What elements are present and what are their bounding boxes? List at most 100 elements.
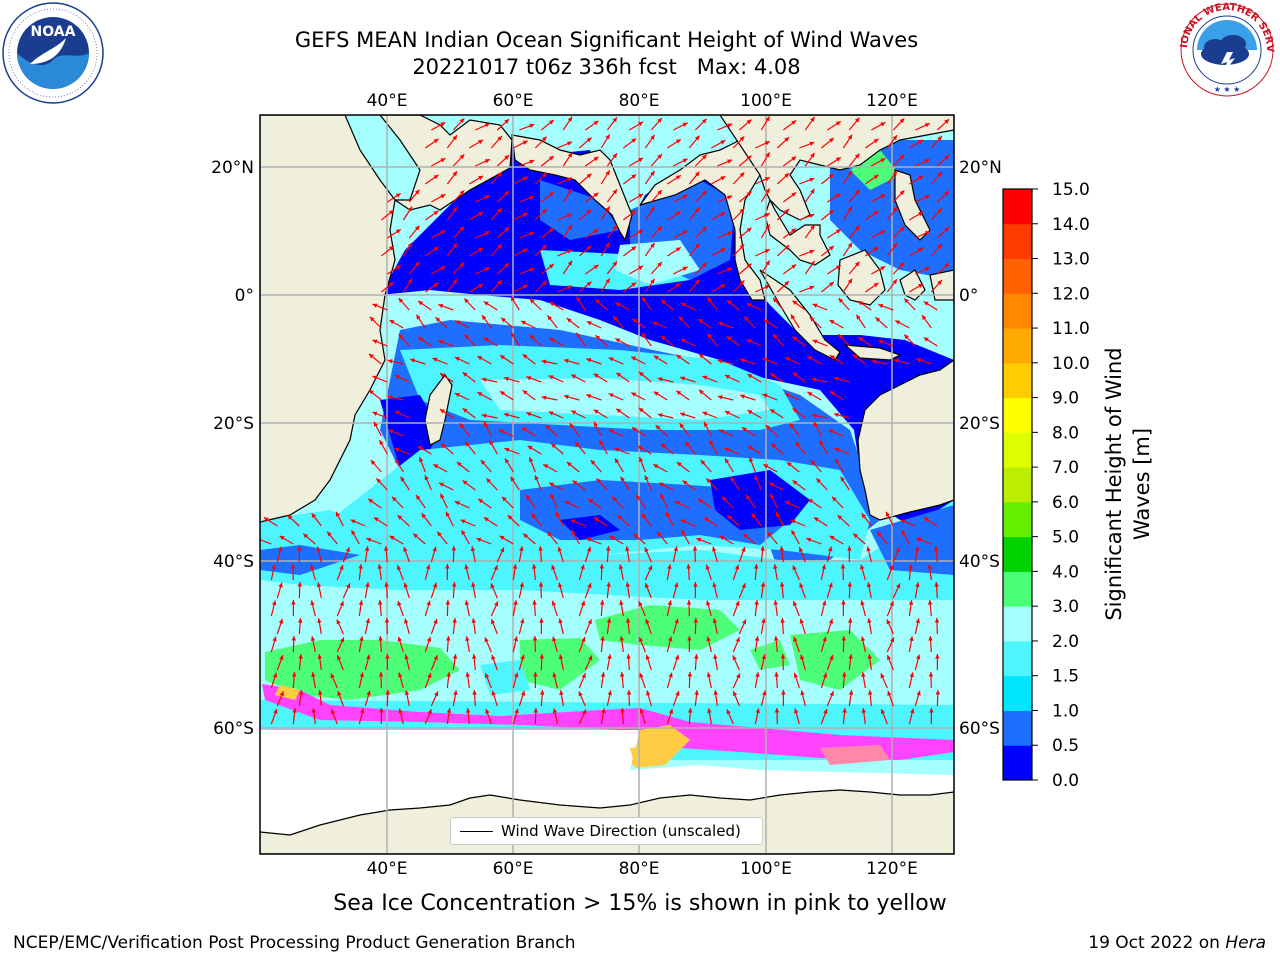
wave-direction-arrowhead	[606, 582, 611, 587]
wave-direction-arrowhead	[607, 690, 613, 696]
wave-direction-arrowhead	[739, 280, 745, 286]
wave-direction-arrowhead	[435, 317, 441, 322]
colorbar-segment	[1003, 258, 1032, 294]
colorbar-tick-label: 6.0	[1052, 493, 1079, 513]
wave-direction-arrowhead	[679, 423, 685, 429]
wave-direction-arrowhead	[682, 480, 688, 485]
wave-direction-arrowhead	[520, 690, 526, 696]
wave-direction-arrowhead	[396, 565, 402, 571]
wave-direction-arrowhead	[657, 189, 662, 195]
wave-direction-arrowhead	[703, 517, 709, 522]
wave-direction-arrowhead	[646, 690, 651, 696]
wave-direction-arrowhead	[682, 194, 688, 199]
wave-direction-arrowhead	[944, 227, 950, 232]
wave-direction-arrowhead	[784, 281, 790, 286]
wave-direction-arrowhead	[452, 135, 458, 141]
wave-direction-arrowhead	[833, 376, 839, 382]
wave-direction-arrowhead	[398, 298, 404, 303]
wave-direction-arrowhead	[791, 264, 797, 269]
wave-direction-arrowhead	[727, 231, 733, 236]
wave-direction-arrowhead	[365, 582, 370, 588]
wave-direction-arrowhead	[599, 440, 604, 446]
wave-direction-arrowhead	[373, 421, 379, 427]
wave-direction-arrowhead	[794, 708, 799, 714]
wave-direction-arrowhead	[707, 297, 713, 303]
wave-direction-arrowhead	[316, 546, 321, 552]
wave-direction-arrowhead	[812, 303, 818, 308]
wave-direction-arrowhead	[800, 654, 805, 660]
map-legend: Wind Wave Direction (unscaled)	[450, 817, 763, 845]
wave-direction-arrowhead	[611, 496, 617, 502]
wave-direction-arrowhead	[713, 690, 719, 695]
wave-direction-arrowhead	[901, 530, 906, 536]
wave-direction-arrowhead	[717, 395, 723, 400]
wave-direction-arrowhead	[477, 392, 483, 397]
wave-direction-arrowhead	[754, 475, 759, 481]
wave-direction-arrowhead	[739, 136, 745, 142]
wave-direction-arrowhead	[290, 564, 296, 569]
wave-direction-arrowhead	[609, 535, 615, 541]
wave-direction-arrowhead	[616, 372, 622, 378]
wave-direction-arrowhead	[440, 122, 446, 127]
wave-direction-arrowhead	[510, 332, 516, 338]
wave-direction-arrowhead	[483, 337, 489, 342]
wave-direction-arrowhead	[875, 317, 881, 322]
wave-direction-arrowhead	[394, 447, 400, 453]
wave-direction-arrowhead	[686, 564, 691, 569]
wave-direction-arrowhead	[607, 654, 612, 660]
wave-direction-arrowhead	[394, 375, 400, 380]
wave-direction-arrowhead	[765, 425, 771, 430]
wave-direction-arrowhead	[631, 392, 637, 397]
wave-direction-arrowhead	[840, 476, 845, 482]
wave-direction-arrowhead	[619, 600, 624, 606]
wave-direction-arrowhead	[784, 173, 790, 178]
colorbar-segment	[1003, 571, 1032, 607]
wave-direction-arrowhead	[433, 282, 439, 288]
wave-direction-arrowhead	[773, 636, 779, 641]
wave-direction-arrowhead	[433, 618, 438, 624]
wave-direction-arrowhead	[532, 636, 538, 641]
wave-direction-arrowhead	[854, 225, 860, 231]
wave-direction-arrowhead	[828, 582, 833, 588]
wave-direction-arrowhead	[909, 672, 915, 678]
wave-direction-arrowhead	[387, 359, 393, 364]
wave-direction-arrowhead	[620, 708, 625, 713]
wave-direction-arrowhead	[773, 600, 779, 605]
wave-direction-arrowhead	[880, 230, 886, 235]
wave-direction-arrowhead	[899, 118, 905, 124]
wave-direction-arrowhead	[880, 673, 885, 679]
wave-direction-arrowhead	[586, 537, 592, 543]
top-lon-label: 120°E	[866, 91, 918, 111]
wave-direction-arrowhead	[806, 537, 812, 543]
wave-direction-arrowhead	[762, 357, 768, 362]
wave-direction-arrowhead	[421, 513, 427, 519]
wave-direction-arrowhead	[587, 619, 592, 625]
wave-direction-arrowhead	[491, 654, 496, 660]
wave-direction-arrowhead	[633, 533, 639, 539]
wave-direction-arrowhead	[571, 374, 577, 379]
wave-direction-arrowhead	[478, 139, 484, 145]
wave-direction-arrowhead	[701, 154, 707, 160]
wave-direction-arrowhead	[842, 708, 847, 713]
wave-direction-arrowhead	[372, 411, 378, 416]
wave-direction-arrowhead	[761, 654, 767, 660]
wave-direction-arrowhead	[693, 618, 699, 623]
wave-direction-arrow	[260, 539, 272, 545]
colorbar-segment	[1003, 710, 1032, 746]
wave-direction-arrowhead	[570, 519, 576, 524]
wave-direction-arrowhead	[693, 654, 699, 659]
wave-direction-arrowhead	[680, 412, 685, 417]
wave-direction-arrowhead	[414, 225, 420, 231]
wave-direction-arrowhead	[471, 582, 476, 588]
wave-direction-arrowhead	[841, 600, 846, 605]
wave-direction-arrowhead	[914, 546, 920, 551]
wave-direction-arrowhead	[838, 334, 844, 339]
wave-direction-arrowhead	[706, 478, 712, 484]
wave-direction-arrowhead	[754, 636, 760, 641]
wave-direction-arrowhead	[593, 409, 599, 414]
wave-direction-arrowhead	[784, 393, 790, 398]
wave-direction-arrowhead	[580, 600, 586, 606]
wave-direction-arrowhead	[638, 193, 644, 199]
wave-direction-arrowhead	[541, 172, 547, 178]
